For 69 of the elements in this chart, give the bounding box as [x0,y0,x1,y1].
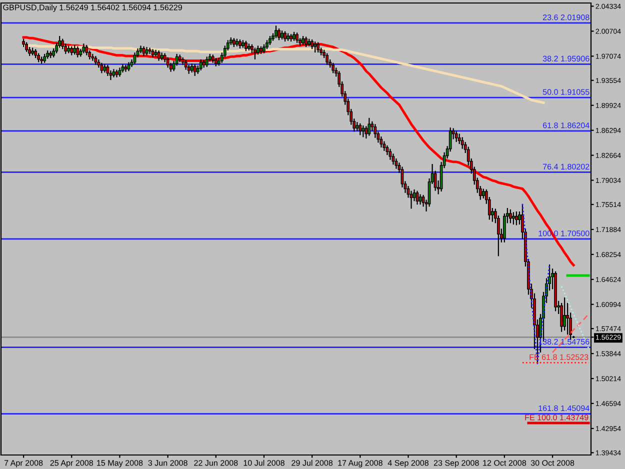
candlestick [515,210,518,226]
candlestick [199,58,202,71]
candlestick [61,38,64,50]
candlestick [316,42,320,54]
candlestick [142,46,146,57]
candlestick [460,136,464,150]
candlestick [380,136,383,148]
candlestick [100,62,104,74]
series-label: FE 100.0 1.43749 [525,414,588,420]
candlestick [310,38,314,50]
candlestick [25,42,28,52]
candlestick [326,52,329,66]
candlestick [205,56,208,68]
candlestick [509,208,512,224]
candlestick [274,25,278,39]
candlestick [362,124,365,138]
ref-line-label: 161.8 1.45094 [538,405,590,412]
candlestick [458,133,461,145]
candlestick [166,56,170,68]
x-tick-label: 23 Sep 2008 [434,460,479,468]
candlestick [184,60,188,70]
candlestick [85,44,88,56]
x-tick-label: 3 Jun 2008 [148,460,188,466]
x-tick-label: 10 Jul 2008 [244,460,284,466]
ref-line-label: 61.8 1.86204 [542,122,590,128]
candlestick [148,47,152,54]
candlestick [193,64,196,76]
candlestick [296,32,298,44]
candlestick [386,144,389,156]
candlestick [157,50,160,62]
candlestick [76,46,80,58]
ref-line-label: 38.2 1.95906 [542,56,590,62]
line-series [560,286,590,350]
candlestick [416,190,419,206]
x-tick-label: 22 Jun 2008 [194,460,238,466]
x-tick-label: 25 Apr 2008 [50,460,94,468]
x-tick-label: 12 Oct 2008 [483,460,526,466]
candlestick [368,117,371,136]
x-tick-label: 29 Jul 2008 [292,460,333,466]
candlestick [358,122,362,136]
candlestick [64,43,68,54]
candlestick [278,28,280,41]
x-tick-label: 17 Aug 2008 [338,460,382,468]
candlestick [304,36,308,48]
candlestick [382,140,386,152]
candlestick [244,40,248,52]
candlestick [563,296,566,332]
candlestick [454,130,458,143]
candlestick [422,194,425,208]
candlestick [284,30,286,42]
candlestick [388,148,392,160]
candlestick [254,47,256,60]
ref-line-label: 23.6 2.01908 [542,14,590,20]
ref-line-label: 76.4 1.80202 [542,164,590,170]
x-tick-label: 15 May 2008 [97,460,143,468]
candlestick [418,194,422,206]
candlestick [392,153,395,166]
candlestick [106,64,110,76]
candlestick [512,212,515,226]
candlestick [82,43,86,54]
candlestick [73,44,76,56]
candlestick [314,40,317,54]
x-tick-label: 7 Apr 2008 [4,460,43,468]
x-tick-label: 4 Sep 2008 [388,460,429,468]
candlestick [482,188,485,199]
chart-title: GBPUSD,Daily 1.56249 1.56402 1.56094 1.56229 [3,4,182,12]
ref-line-label: 50.0 1.91055 [542,89,590,95]
x-tick-label: 30 Oct 2008 [530,460,574,466]
candlestick [332,62,335,74]
